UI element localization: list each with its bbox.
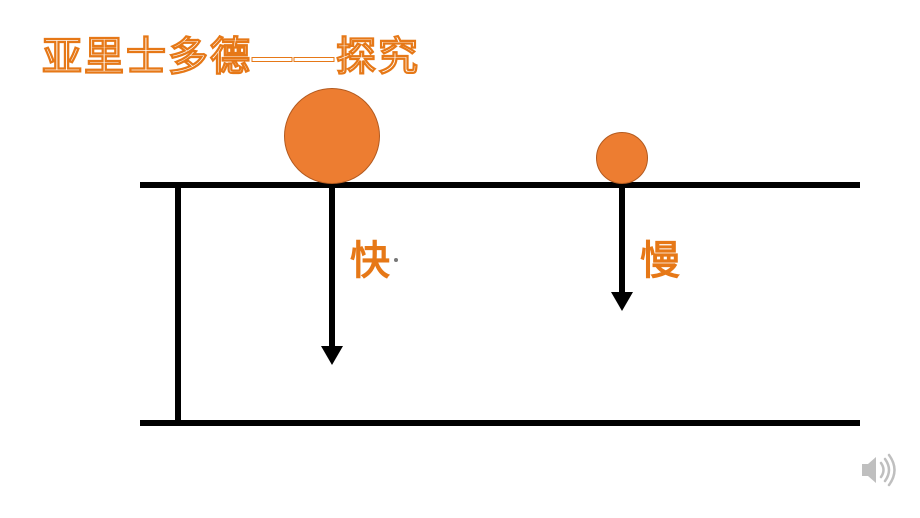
large-arrow-head bbox=[321, 346, 343, 365]
small-ball bbox=[596, 132, 648, 184]
small-ball-label: 慢 bbox=[640, 228, 680, 286]
speaker-icon bbox=[856, 449, 898, 496]
large-ball-label: 快 bbox=[350, 228, 390, 286]
top-line bbox=[140, 182, 860, 188]
small-arrow-head bbox=[611, 292, 633, 311]
page-title: 亚里士多德——探究 bbox=[42, 24, 420, 82]
large-arrow-line bbox=[329, 188, 335, 348]
bottom-line bbox=[140, 420, 860, 426]
left-post bbox=[175, 182, 181, 426]
large-ball bbox=[284, 88, 380, 184]
center-dot bbox=[394, 258, 398, 262]
small-arrow-line bbox=[619, 188, 625, 294]
